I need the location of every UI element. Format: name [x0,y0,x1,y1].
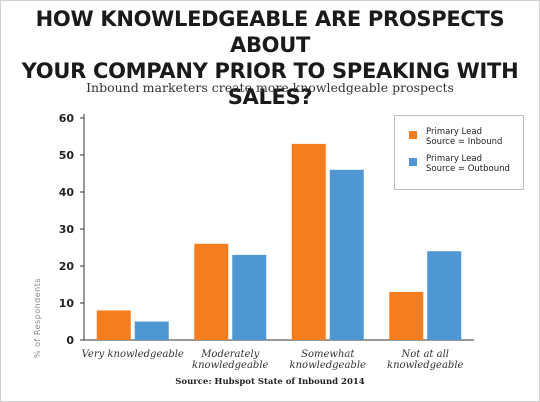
bar-outbound-2 [329,169,364,340]
headline-line-2: YOUR COMPANY PRIOR TO SPEAKING WITH SALE… [21,59,519,109]
bar-outbound-0 [134,321,169,340]
y-tick-label: 20 [59,260,75,273]
y-tick-label: 0 [66,334,74,347]
legend: Primary Lead Source = Inbound Primary Le… [394,115,524,190]
bar-outbound-3 [427,251,462,340]
bar-outbound-1 [232,254,267,340]
y-tick-label: 50 [59,149,75,162]
x-category-label: Not at all knowledgeable [387,349,463,371]
headline-line-1: HOW KNOWLEDGEABLE ARE PROSPECTS ABOUT [35,7,505,57]
legend-label-inbound: Primary Lead Source = Inbound [426,127,503,147]
y-tick-label: 40 [59,186,75,199]
y-tick-label: 60 [59,112,75,125]
legend-swatch-inbound [409,131,417,139]
y-tick-label: 10 [59,297,75,310]
bar-inbound-3 [389,291,424,340]
legend-label-outbound: Primary Lead Source = Outbound [426,154,510,174]
source-note: Source: Hubspot State of Inbound 2014 [175,377,365,387]
y-tick-label: 30 [59,223,75,236]
x-category-label: Somewhat knowledgeable [290,349,366,371]
bar-inbound-1 [194,243,229,340]
bar-inbound-0 [96,310,131,340]
x-category-label: Moderately knowledgeable [192,349,268,371]
y-axis-label: % of Respondents [33,278,42,358]
legend-item-outbound: Primary Lead Source = Outbound [409,154,516,174]
bar-inbound-2 [291,143,326,340]
chart-title: Inbound marketers create more knowledgea… [86,80,454,95]
headline: HOW KNOWLEDGEABLE ARE PROSPECTS ABOUT YO… [0,6,540,110]
legend-swatch-outbound [409,158,417,166]
legend-item-inbound: Primary Lead Source = Inbound [409,127,516,147]
x-category-label: Very knowledgeable [82,349,184,360]
